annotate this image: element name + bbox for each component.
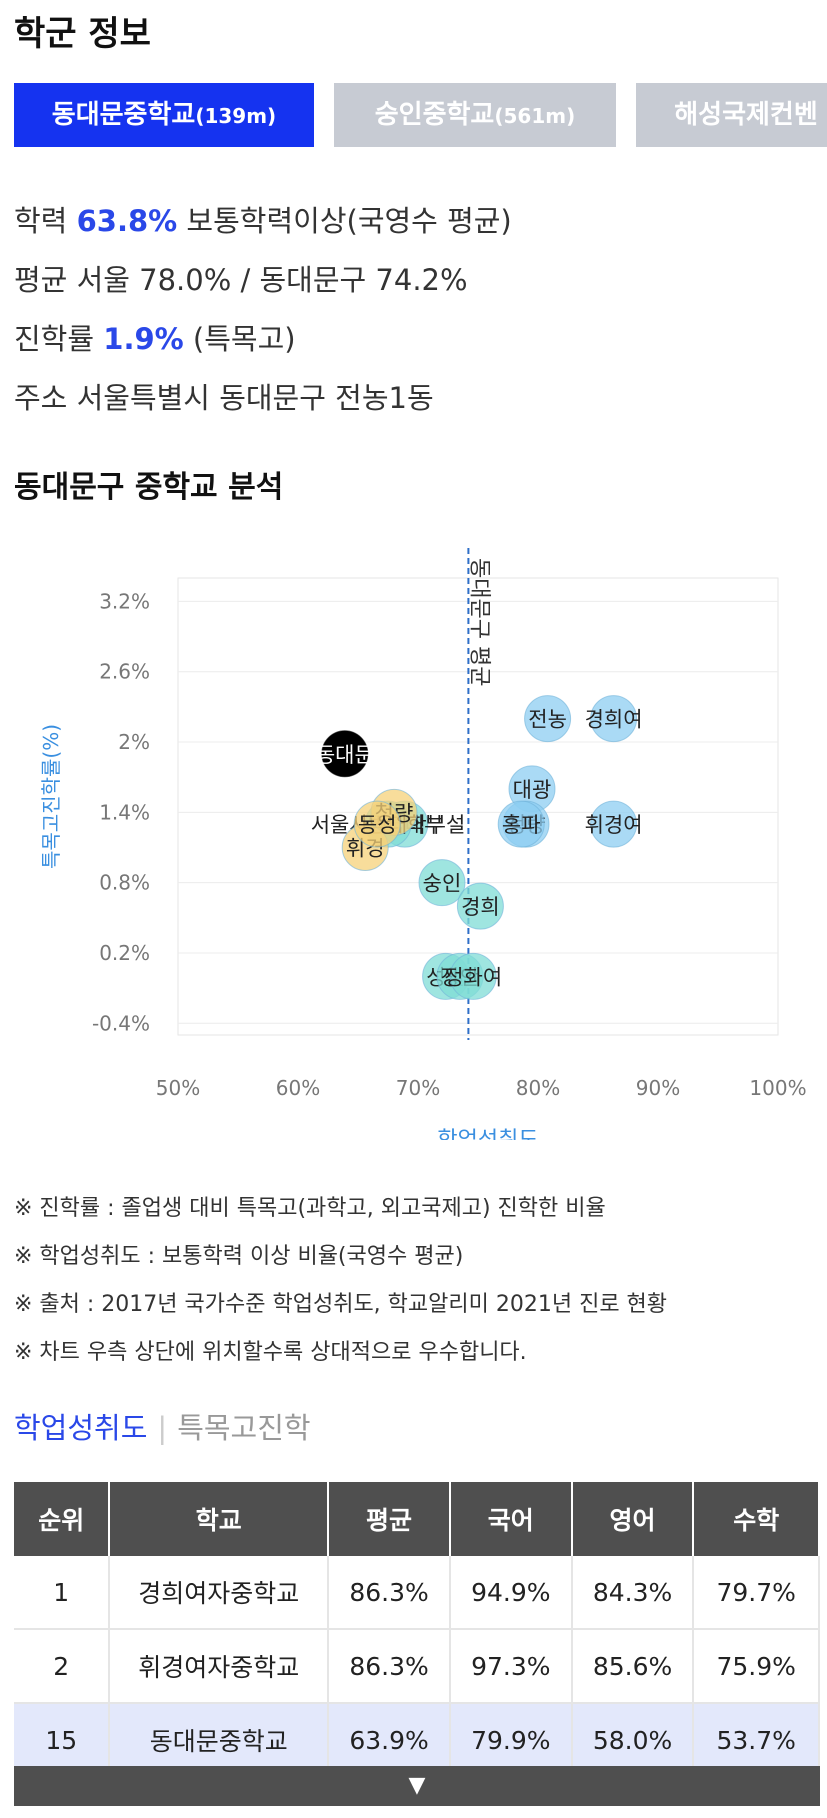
ranking-table: 순위 학교 평균 국어 영어 수학 1 경희여자중학교 86.3% 94.9% … bbox=[14, 1482, 820, 1778]
cell-average: 86.3% bbox=[328, 1556, 451, 1630]
data-point[interactable] bbox=[321, 730, 369, 778]
tab-school-name: 해성국제컨벤 bbox=[674, 100, 818, 130]
data-point-label: 전농 bbox=[528, 708, 567, 732]
table-row-highlighted[interactable]: 15 동대문중학교 63.9% 79.9% 58.0% 53.7% bbox=[14, 1703, 820, 1778]
cell-korean: 97.3% bbox=[449, 1629, 573, 1704]
cell-average: 86.3% bbox=[328, 1629, 451, 1704]
cell-average: 63.9% bbox=[328, 1703, 451, 1778]
tab-school-distance: (561m) bbox=[494, 104, 576, 128]
data-point-label: 동대문 bbox=[316, 743, 374, 767]
y-tick-label: 0.8% bbox=[99, 871, 150, 895]
tab-school-2[interactable]: 숭인중학교(561m) bbox=[334, 83, 616, 147]
academic-suffix: 보통학력이상(국영수 평균) bbox=[186, 204, 512, 238]
cell-school: 경희여자중학교 bbox=[109, 1556, 330, 1630]
data-point[interactable] bbox=[590, 695, 638, 743]
cell-rank: 2 bbox=[14, 1629, 111, 1704]
x-axis-label: 학업성취도 bbox=[437, 1128, 538, 1140]
header-math: 수학 bbox=[693, 1482, 820, 1556]
data-point-label: 홍파 bbox=[502, 813, 541, 837]
cell-english: 85.6% bbox=[571, 1629, 695, 1704]
tab-separator: | bbox=[157, 1411, 168, 1445]
academic-label: 학력 bbox=[14, 204, 68, 238]
advance-suffix: (특목고) bbox=[192, 322, 296, 356]
tab-school-distance: (139m) bbox=[195, 104, 277, 128]
x-tick-label: 50% bbox=[156, 1076, 200, 1100]
y-tick-label: 1.4% bbox=[99, 800, 150, 824]
cell-math: 53.7% bbox=[693, 1703, 820, 1778]
tab-special-school[interactable]: 특목고진학 bbox=[177, 1411, 311, 1445]
section-title: 학군 정보 bbox=[14, 14, 151, 54]
header-school: 학교 bbox=[109, 1482, 330, 1556]
data-point-label: 경희여 bbox=[585, 708, 643, 732]
cell-english: 58.0% bbox=[571, 1703, 695, 1778]
reference-line-label: 동대문구 평균 bbox=[466, 558, 491, 686]
data-point-label: 휘경여 bbox=[585, 813, 643, 837]
average-row: 평균 서울 78.0% / 동대문구 74.2% bbox=[14, 263, 468, 297]
table-row[interactable]: 2 휘경여자중학교 86.3% 97.3% 85.6% 75.9% bbox=[14, 1629, 820, 1704]
data-point-label: 경희 bbox=[461, 895, 500, 919]
tab-school-3[interactable]: 해성국제컨벤 bbox=[636, 83, 827, 147]
academic-row: 학력 63.8% 보통학력이상(국영수 평균) bbox=[14, 198, 512, 240]
data-point-label: 정화여 bbox=[444, 965, 502, 989]
y-tick-label: -0.4% bbox=[92, 1011, 150, 1035]
x-tick-label: 70% bbox=[396, 1076, 440, 1100]
cell-rank: 15 bbox=[14, 1703, 111, 1778]
cell-math: 75.9% bbox=[693, 1629, 820, 1704]
y-tick-label: 0.2% bbox=[99, 941, 150, 965]
table-row[interactable]: 1 경희여자중학교 86.3% 94.9% 84.3% 79.7% bbox=[14, 1556, 820, 1630]
cell-korean: 94.9% bbox=[449, 1556, 573, 1630]
data-point[interactable] bbox=[590, 800, 638, 848]
header-english: 영어 bbox=[571, 1482, 695, 1556]
y-axis-label: 특목고진학률(%) bbox=[39, 724, 63, 869]
data-point[interactable] bbox=[456, 882, 504, 930]
data-point-label: 대광 bbox=[513, 778, 552, 802]
cell-korean: 79.9% bbox=[449, 1703, 573, 1778]
note-1: ※ 진학률 : 졸업생 대비 특목고(과학고, 외고국제고) 진학한 비율 bbox=[14, 1196, 606, 1221]
note-4: ※ 차트 우측 상단에 위치할수록 상대적으로 우수합니다. bbox=[14, 1340, 527, 1365]
x-tick-label: 100% bbox=[749, 1076, 806, 1100]
ranking-tabs: 학업성취도 | 특목고진학 bbox=[14, 1405, 311, 1447]
header-average: 평균 bbox=[328, 1482, 451, 1556]
tab-achievement[interactable]: 학업성취도 bbox=[14, 1411, 148, 1445]
x-tick-label: 90% bbox=[636, 1076, 680, 1100]
data-point[interactable] bbox=[449, 952, 497, 1000]
cell-english: 84.3% bbox=[571, 1556, 695, 1630]
advance-label: 진학률 bbox=[14, 322, 95, 356]
note-3: ※ 출처 : 2017년 국가수준 학업성취도, 학교알리미 2021년 진로 … bbox=[14, 1292, 668, 1317]
advance-value: 1.9% bbox=[103, 322, 184, 356]
chevron-down-icon: ▼ bbox=[408, 1773, 426, 1798]
x-tick-label: 80% bbox=[516, 1076, 560, 1100]
analysis-title: 동대문구 중학교 분석 bbox=[14, 470, 284, 505]
scatter-chart: 3.2% 2.6% 2% 1.4% 0.8% 0.2% -0.4% 50% 60% 70% 80% 9… bbox=[39, 548, 807, 1140]
data-point[interactable] bbox=[497, 800, 545, 848]
table-header-row: 순위 학교 평균 국어 영어 수학 bbox=[14, 1482, 820, 1556]
data-point[interactable] bbox=[524, 695, 572, 743]
y-tick-label: 2.6% bbox=[99, 660, 150, 684]
advance-row: 진학률 1.9% (특목고) bbox=[14, 316, 296, 358]
data-point-label: 숭인 bbox=[423, 872, 462, 896]
header-rank: 순위 bbox=[14, 1482, 111, 1556]
y-tick-label: 2% bbox=[118, 730, 150, 754]
cell-rank: 1 bbox=[14, 1556, 111, 1630]
tab-school-1[interactable]: 동대문중학교(139m) bbox=[14, 83, 314, 147]
cell-school: 동대문중학교 bbox=[109, 1703, 330, 1778]
tab-school-name: 숭인중학교 bbox=[374, 100, 495, 130]
academic-value: 63.8% bbox=[76, 204, 178, 238]
data-point-label: 동성 bbox=[358, 813, 397, 837]
tab-school-name: 동대문중학교 bbox=[51, 100, 196, 130]
note-2: ※ 학업성취도 : 보통학력 이상 비율(국영수 평균) bbox=[14, 1244, 464, 1269]
address-row: 주소 서울특별시 동대문구 전농1동 bbox=[14, 381, 434, 415]
x-tick-label: 60% bbox=[276, 1076, 320, 1100]
data-point[interactable] bbox=[418, 859, 466, 907]
cell-school: 휘경여자중학교 bbox=[109, 1629, 330, 1704]
expand-table-button[interactable]: ▼ bbox=[14, 1766, 820, 1806]
school-tabs: 동대문중학교(139m) 숭인중학교(561m) 해성국제컨벤 bbox=[14, 83, 827, 149]
cell-math: 79.7% bbox=[693, 1556, 820, 1630]
header-korean: 국어 bbox=[449, 1482, 573, 1556]
data-point[interactable] bbox=[353, 800, 401, 848]
y-tick-label: 3.2% bbox=[99, 589, 150, 613]
